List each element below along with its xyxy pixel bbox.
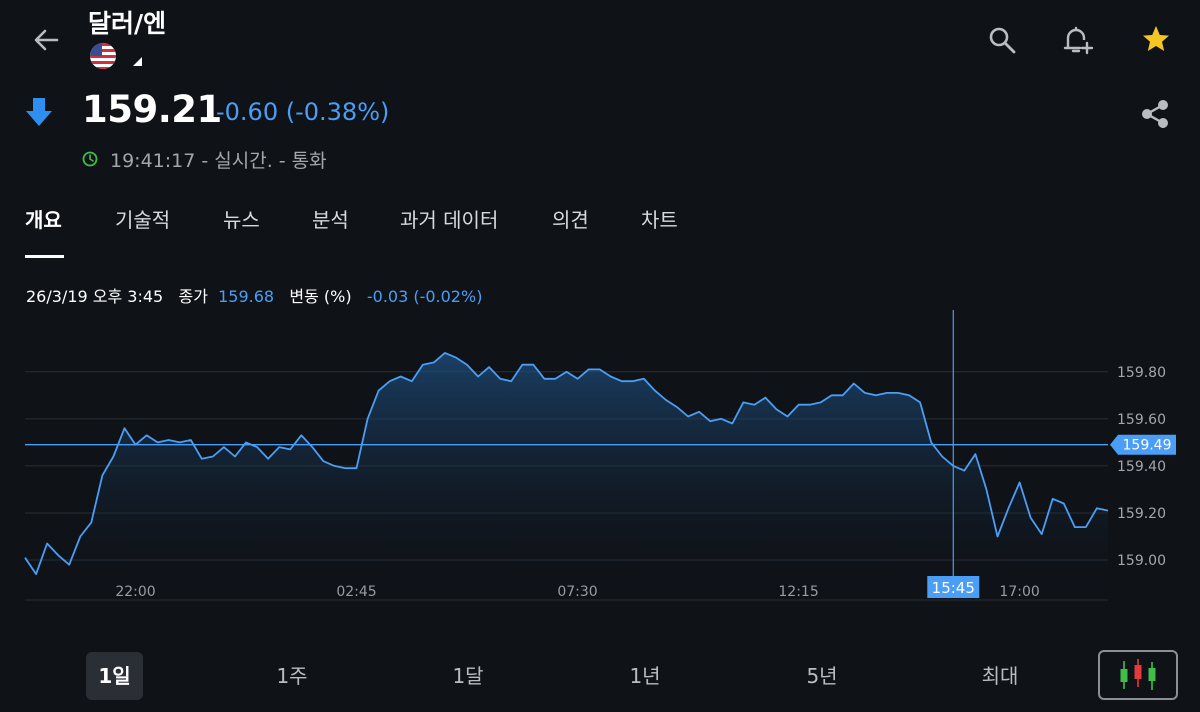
active-tab-indicator bbox=[25, 255, 64, 258]
y-tick-label: 159.60 bbox=[1117, 412, 1166, 428]
price-area bbox=[25, 352, 1108, 600]
current-price-label: 159.49 bbox=[1123, 438, 1172, 454]
price-change: -0.60 (-0.38%) bbox=[216, 98, 390, 126]
quote-status: 19:41:17 - 실시간. - 통화 bbox=[110, 150, 327, 172]
info-close-label: 종가 bbox=[178, 287, 208, 306]
range-5y[interactable]: 5년 bbox=[806, 664, 838, 688]
back-button[interactable] bbox=[26, 20, 66, 60]
tab-overview[interactable]: 개요 bbox=[25, 208, 62, 232]
price-chart[interactable]: 159.00159.20159.40159.60159.8022:0002:45… bbox=[0, 310, 1200, 610]
search-button[interactable] bbox=[982, 20, 1022, 60]
clock-icon bbox=[82, 151, 98, 167]
y-tick-label: 159.40 bbox=[1117, 459, 1166, 475]
tab-technical[interactable]: 기술적 bbox=[115, 208, 171, 232]
info-date: 26/3/19 오후 3:45 bbox=[26, 287, 164, 306]
arrow-left-icon bbox=[34, 29, 59, 51]
range-1y[interactable]: 1년 bbox=[629, 664, 661, 688]
share-button[interactable] bbox=[1135, 94, 1175, 134]
crosshair-info: 26/3/19 오후 3:45 종가 159.68 변동 (%) -0.03 (… bbox=[26, 283, 482, 307]
tab-chart[interactable]: 차트 bbox=[641, 208, 678, 232]
current-price-tag bbox=[1110, 434, 1176, 455]
candlestick-icon bbox=[1120, 659, 1156, 690]
price-line bbox=[24, 352, 1109, 575]
search-icon bbox=[989, 27, 1016, 54]
bell-plus-icon bbox=[1063, 26, 1094, 55]
crosshair-time-label: 15:45 bbox=[932, 579, 975, 597]
favorite-button[interactable] bbox=[1135, 18, 1177, 60]
info-change-value: -0.03 (-0.02%) bbox=[366, 287, 483, 306]
share-icon bbox=[1142, 100, 1168, 128]
tab-opinion[interactable]: 의견 bbox=[552, 208, 589, 232]
y-tick-label: 159.20 bbox=[1117, 506, 1166, 522]
range-1w[interactable]: 1주 bbox=[276, 664, 308, 688]
info-change-label: 변동 (%) bbox=[289, 287, 352, 306]
chart-svg: 159.00159.20159.40159.60159.8022:0002:45… bbox=[24, 310, 1176, 601]
y-tick-label: 159.00 bbox=[1117, 553, 1166, 569]
range-selector: 1일 1주 1달 1년 5년 최대 bbox=[0, 648, 1200, 704]
dropdown-caret-icon[interactable] bbox=[133, 57, 142, 66]
range-max[interactable]: 최대 bbox=[981, 664, 1019, 688]
arrow-down-icon bbox=[24, 96, 54, 128]
candlestick-toggle-button[interactable] bbox=[1098, 650, 1178, 700]
y-tick-label: 159.80 bbox=[1117, 365, 1166, 381]
tab-analysis[interactable]: 분석 bbox=[312, 208, 349, 232]
info-close-value: 159.68 bbox=[218, 287, 275, 306]
crosshair-time-tag bbox=[927, 576, 980, 598]
tab-bar: 개요 기술적 뉴스 분석 과거 데이터 의견 차트 bbox=[0, 200, 1200, 260]
us-flag-icon[interactable] bbox=[90, 43, 116, 69]
range-1m[interactable]: 1달 bbox=[452, 664, 484, 688]
page-title: 달러/엔 bbox=[88, 9, 167, 38]
star-icon bbox=[1143, 26, 1169, 51]
add-alert-button[interactable] bbox=[1056, 20, 1098, 60]
current-price: 159.21 bbox=[82, 88, 222, 131]
tab-news[interactable]: 뉴스 bbox=[223, 208, 260, 232]
range-1d[interactable]: 1일 bbox=[86, 652, 143, 700]
tab-historical-data[interactable]: 과거 데이터 bbox=[400, 208, 499, 232]
